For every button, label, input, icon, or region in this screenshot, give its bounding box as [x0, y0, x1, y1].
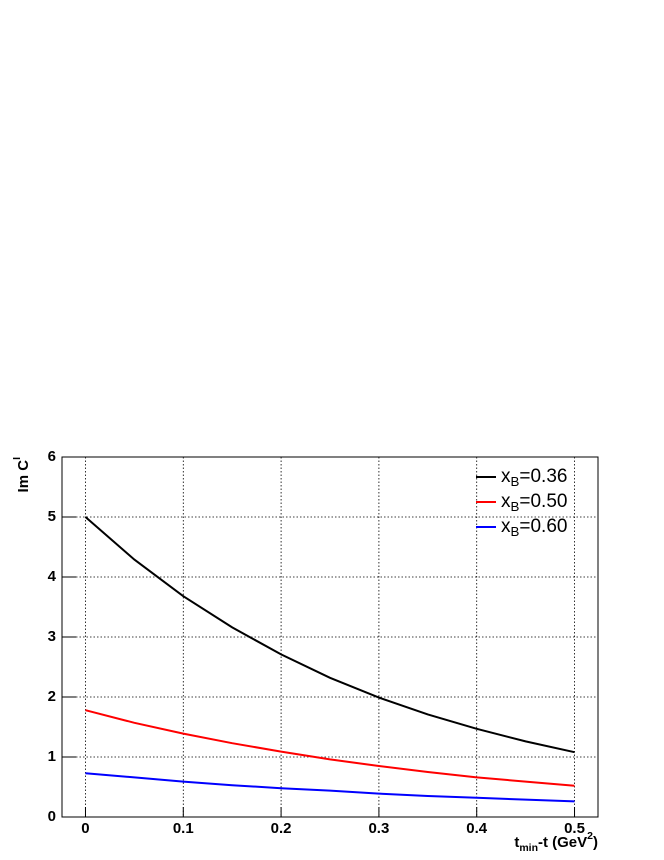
- x-tick-label: 0.1: [173, 820, 194, 837]
- x-tick-label: 0.2: [271, 820, 292, 837]
- series-line: [85, 772, 575, 803]
- x-axis-label: tmin​-t (GeV2​): [514, 830, 598, 854]
- series-line: [85, 709, 575, 787]
- y-tick-label: 2: [48, 688, 56, 705]
- y-tick-label: 6: [48, 448, 56, 465]
- y-tick-label: 4: [48, 568, 57, 585]
- y-tick-label: 1: [48, 748, 56, 765]
- y-axis-label: Im CI​: [11, 457, 32, 493]
- y-tick-label: 3: [48, 628, 56, 645]
- x-tick-label: 0.3: [368, 820, 389, 837]
- x-tick-label: 0: [81, 820, 89, 837]
- legend-label: xB​=0.36: [501, 466, 567, 489]
- legend-label: xB​=0.50: [501, 491, 567, 514]
- x-tick-label: 0.5: [564, 820, 585, 837]
- legend-label: xB​=0.60: [501, 516, 567, 539]
- plot-frame: [61, 456, 599, 818]
- y-tick-label: 0: [48, 808, 56, 825]
- x-tick-label: 0.4: [466, 820, 488, 837]
- series-line: [84, 516, 575, 754]
- y-tick-label: 5: [48, 508, 56, 525]
